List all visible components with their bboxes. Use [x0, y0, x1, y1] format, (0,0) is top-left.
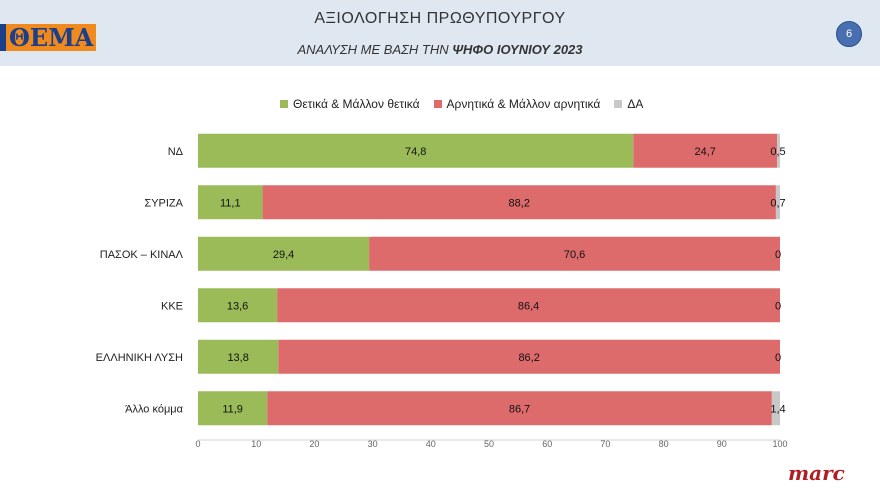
bar-positive	[198, 236, 370, 271]
legend-item-dk: ΔΑ	[614, 97, 643, 111]
x-tick-label: 70	[600, 439, 610, 449]
header-bar	[0, 0, 880, 66]
data-label-negative: 70,6	[564, 249, 585, 261]
x-tick-label: 30	[368, 439, 378, 449]
data-label-dk: 1,4	[770, 403, 785, 415]
data-label-positive: 11,9	[222, 403, 243, 415]
category-label: ΠΑΣΟΚ – ΚΙΝΑΛ	[100, 249, 184, 261]
logo-stripe	[0, 24, 6, 51]
bar-positive	[198, 133, 634, 168]
legend-label-dk: ΔΑ	[627, 97, 644, 111]
x-tick-label: 10	[251, 439, 261, 449]
category-label: ΕΛΛΗΝΙΚΗ ΛΥΣΗ	[96, 352, 183, 364]
subtitle-prefix: ΑΝΑΛΥΣΗ ΜΕ ΒΑΣΗ ΤΗΝ	[297, 42, 453, 57]
data-label-negative: 88,2	[509, 197, 530, 209]
x-tick-label: 20	[309, 439, 319, 449]
data-label-negative: 86,7	[509, 403, 530, 415]
data-label-dk: 0	[775, 249, 781, 261]
bar-negative	[267, 391, 772, 426]
category-label: ΚΚΕ	[161, 300, 183, 312]
x-tick-label: 80	[659, 439, 669, 449]
logo-text: ΘΕΜΑ	[9, 23, 94, 52]
data-label-negative: 24,7	[695, 146, 716, 158]
bar-negative	[278, 339, 780, 374]
x-tick-label: 0	[195, 439, 200, 449]
data-label-negative: 86,4	[518, 300, 539, 312]
bar-negative	[277, 288, 780, 323]
legend-swatch-negative	[433, 100, 442, 108]
category-label: ΝΔ	[168, 146, 184, 158]
data-label-negative: 86,2	[518, 352, 539, 364]
subtitle-bold: ΨΗΦΟ ΙΟΥΝΙΟΥ 2023	[452, 42, 583, 57]
x-tick-label: 100	[772, 439, 787, 449]
x-tick-label: 90	[717, 439, 727, 449]
page-number-badge: 6	[836, 21, 862, 47]
data-label-dk: 0,7	[770, 197, 785, 209]
legend-label-positive: Θετικά & Μάλλον θετικά	[293, 97, 420, 111]
bar-negative	[262, 185, 776, 220]
marc-logo: marc	[788, 461, 845, 485]
category-label: ΣΥΡΙΖΑ	[144, 197, 183, 209]
bar-positive	[198, 339, 279, 374]
data-label-dk: 0	[775, 352, 781, 364]
legend-item-positive: Θετικά & Μάλλον θετικά	[280, 97, 420, 111]
bar-dk	[777, 133, 780, 168]
bar-positive	[198, 288, 278, 323]
bar-positive	[198, 185, 263, 220]
bar-positive	[198, 391, 268, 426]
bar-negative	[633, 133, 778, 168]
bar-dk	[771, 391, 780, 426]
data-label-dk: 0	[775, 300, 781, 312]
page-subtitle: ΑΝΑΛΥΣΗ ΜΕ ΒΑΣΗ ΤΗΝ ΨΗΦΟ ΙΟΥΝΙΟΥ 2023	[0, 42, 880, 57]
x-tick-label: 60	[542, 439, 552, 449]
category-label: Άλλο κόμμα	[125, 403, 184, 415]
data-label-positive: 13,6	[227, 300, 248, 312]
x-tick-label: 50	[484, 439, 494, 449]
data-label-positive: 13,8	[227, 352, 248, 364]
data-label-positive: 11,1	[220, 197, 241, 209]
data-label-positive: 74,8	[405, 146, 426, 158]
legend-label-negative: Αρνητικά & Μάλλον αρνητικά	[446, 97, 601, 111]
data-label-dk: 0,5	[770, 146, 785, 158]
bar-negative	[369, 236, 780, 271]
page-title: ΑΞΙΟΛΟΓΗΣΗ ΠΡΩΘΥΠΟΥΡΓΟΥ	[314, 10, 566, 27]
legend-item-negative: Αρνητικά & Μάλλον αρνητικά	[433, 97, 601, 111]
theme-logo: ΘΕΜΑ	[0, 24, 96, 51]
legend-swatch-dk	[614, 100, 623, 108]
chart-legend: Θετικά & Μάλλον θετικά Αρνητικά & Μάλλον…	[280, 97, 643, 111]
legend-swatch-positive	[280, 100, 288, 108]
bar-dk	[775, 185, 780, 220]
x-tick-label: 40	[426, 439, 436, 449]
data-label-positive: 29,4	[273, 249, 294, 261]
